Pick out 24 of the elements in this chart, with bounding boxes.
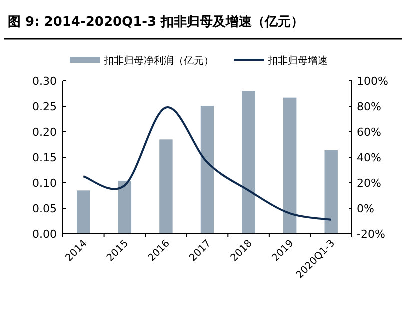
bar (77, 190, 90, 234)
bar (160, 140, 173, 234)
y2-tick-label: 40% (357, 152, 382, 164)
y-tick-label: 0.15 (32, 152, 57, 164)
y2-tick-label: 80% (357, 100, 382, 114)
y-tick-label: 0.00 (32, 228, 57, 241)
y2-tick-label: -20% (357, 228, 386, 241)
y2-tick-label: 100% (357, 75, 388, 88)
y2-tick-label: 60% (357, 126, 382, 139)
legend-label: 扣非归母净利润（亿元） (103, 55, 214, 67)
y-tick-label: 0.05 (32, 202, 57, 216)
bar (200, 106, 214, 234)
y-tick-label: 0.20 (32, 126, 57, 139)
bar (242, 91, 256, 234)
y-tick-label: 0.10 (32, 177, 57, 190)
bar (324, 150, 338, 234)
y-tick-label: 0.30 (32, 75, 57, 88)
bar (283, 98, 297, 234)
chart-title: 图 9: 2014-2020Q1-3 扣非归母及增速（亿元） (8, 15, 304, 30)
legend-label: 扣非归母增速 (267, 55, 328, 67)
y2-tick-label: 20% (357, 177, 382, 190)
bar (118, 180, 132, 234)
y2-tick-label: 0% (357, 202, 374, 216)
y-tick-label: 0.25 (32, 100, 57, 114)
